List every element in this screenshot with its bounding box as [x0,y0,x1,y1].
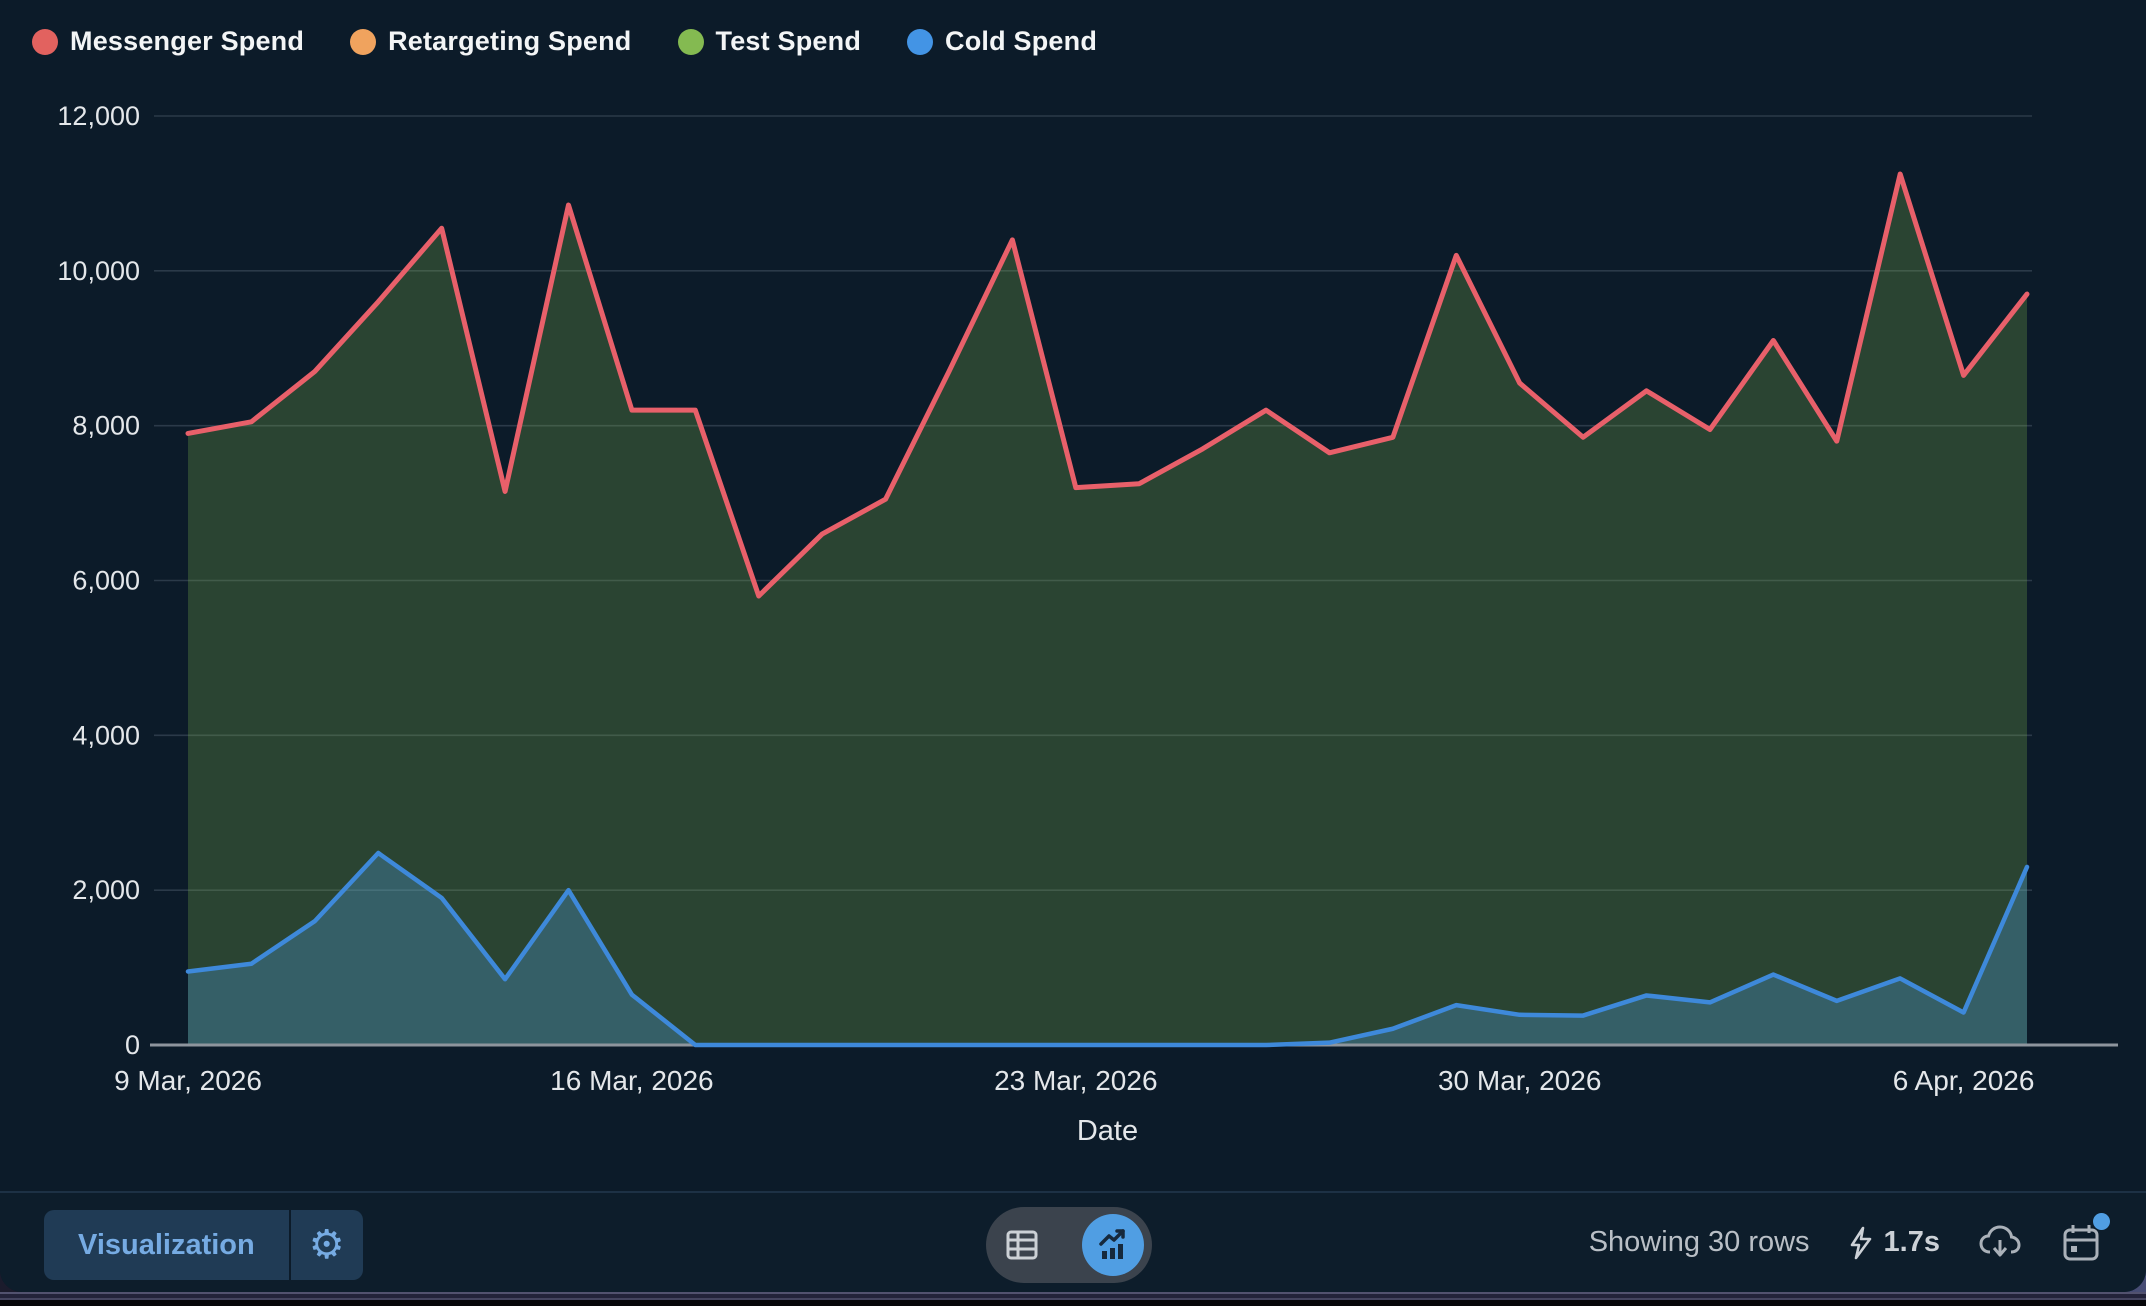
x-axis-tick-label: 30 Mar, 2026 [1438,1065,1601,1096]
legend-dot-cold [907,28,934,55]
status-area: Showing 30 rows 1.7s [1588,1193,2110,1292]
cold-spend-line[interactable] [185,850,2030,1048]
y-axis-tick-label: 0 [125,1030,140,1060]
chart-legend: Messenger Spend Retargeting Spend Test S… [32,26,1097,57]
legend-label: Retargeting Spend [388,26,632,56]
spend-area-chart[interactable]: 0 2,000 4,000 6,000 8,000 10,000 12,000 9 Mar, … [0,0,2146,1191]
legend-item-retargeting-spend[interactable]: Retargeting Spend [350,26,631,57]
visualization-button-group: Visualization ⚙ [44,1210,363,1280]
legend-dot-retargeting [350,28,377,55]
subscription-button[interactable] [2060,1212,2110,1264]
y-axis-tick-label: 2,000 [72,875,140,905]
table-view-button[interactable] [994,1217,1050,1273]
lightning-bolt-icon [1850,1226,1871,1259]
cloud-download-icon [1979,1224,2021,1256]
y-axis-tick-label: 4,000 [72,720,140,750]
legend-label: Cold Spend [945,26,1098,56]
table-icon [1006,1230,1038,1260]
visualization-settings-button[interactable]: ⚙ [288,1210,363,1280]
legend-dot-test [677,28,704,55]
x-axis-tick-label: 6 Apr, 2026 [1893,1065,2035,1096]
visualization-button[interactable]: Visualization [44,1210,289,1280]
x-axis-tick-label: 9 Mar, 2026 [114,1065,262,1096]
legend-label: Test Spend [715,26,862,56]
query-duration: 1.7s [1848,1226,1940,1260]
cold-spend-area [188,853,2027,1045]
duration-text: 1.7s [1883,1226,1940,1258]
legend-item-cold-spend[interactable]: Cold Spend [907,26,1097,57]
x-axis-title: Date [1077,1115,1138,1147]
legend-label: Messenger Spend [70,26,305,56]
download-button[interactable] [1978,1224,2022,1262]
window-bottom-edge [0,1292,2146,1306]
y-axis-tick-label: 8,000 [72,411,140,441]
gear-icon: ⚙ [308,1223,345,1267]
y-axis-tick-label: 6,000 [72,566,140,596]
legend-dot-messenger [32,28,58,55]
trend-chart-icon [1099,1229,1125,1259]
chart-view-button-active[interactable] [1082,1214,1144,1276]
messenger-spend-line[interactable] [185,171,2030,599]
y-axis-tick-label: 12,000 [57,101,140,131]
notification-dot [2093,1212,2110,1230]
legend-item-messenger-spend[interactable]: Messenger Spend [32,26,304,57]
x-axis-tick-label: 16 Mar, 2026 [550,1065,713,1096]
legend-item-test-spend[interactable]: Test Spend [677,26,862,57]
footer-bar: Visualization ⚙ [0,1191,2146,1292]
row-count-text: Showing 30 rows [1588,1226,1810,1258]
view-toggle [986,1207,1152,1283]
x-axis-tick-label: 23 Mar, 2026 [994,1065,1157,1096]
calendar-icon [2063,1224,2099,1260]
y-axis-tick-label: 10,000 [57,256,140,286]
test-spend-area [188,174,2027,1045]
